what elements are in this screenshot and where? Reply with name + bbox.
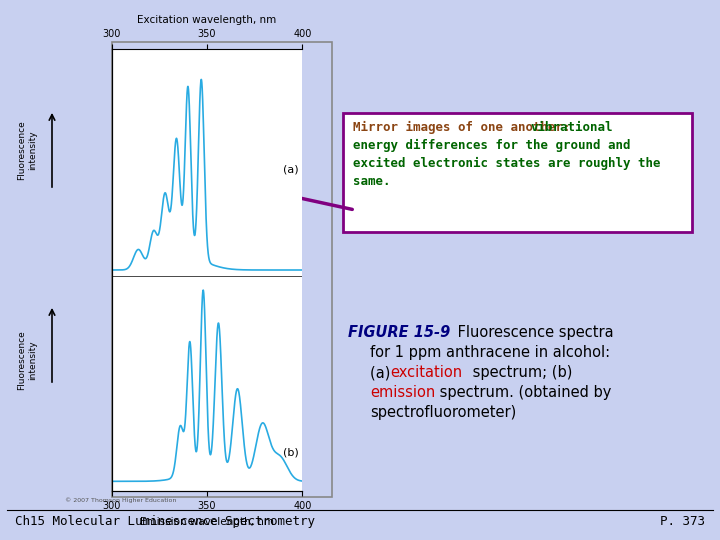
Text: (a): (a) bbox=[284, 165, 299, 174]
Text: spectrum; (b): spectrum; (b) bbox=[468, 365, 572, 380]
Text: excitation: excitation bbox=[390, 365, 462, 380]
X-axis label: Excitation wavelength, nm: Excitation wavelength, nm bbox=[138, 15, 276, 25]
Text: same.: same. bbox=[353, 175, 390, 188]
Text: Ch15 Molecular Luminescence Spectrometry: Ch15 Molecular Luminescence Spectrometry bbox=[15, 515, 315, 528]
Text: © 2007 Thomson Higher Education: © 2007 Thomson Higher Education bbox=[65, 497, 176, 503]
X-axis label: Emission wavelength, nm: Emission wavelength, nm bbox=[140, 517, 274, 526]
FancyBboxPatch shape bbox=[343, 113, 692, 232]
Text: FIGURE 15-9: FIGURE 15-9 bbox=[348, 325, 450, 340]
Text: energy differences for the ground and: energy differences for the ground and bbox=[353, 139, 631, 152]
Text: spectrofluorometer): spectrofluorometer) bbox=[370, 405, 516, 420]
Text: Mirror images of one another:: Mirror images of one another: bbox=[353, 121, 578, 134]
Text: for 1 ppm anthracene in alcohol:: for 1 ppm anthracene in alcohol: bbox=[370, 345, 610, 360]
Text: spectrum. (obtained by: spectrum. (obtained by bbox=[435, 385, 611, 400]
Text: Fluorescence spectra: Fluorescence spectra bbox=[453, 325, 613, 340]
Text: vibrational: vibrational bbox=[531, 121, 613, 134]
Text: (a): (a) bbox=[370, 365, 395, 380]
Text: (b): (b) bbox=[284, 448, 299, 458]
Text: Fluorescence
intensity: Fluorescence intensity bbox=[17, 120, 37, 180]
Text: Fluorescence
intensity: Fluorescence intensity bbox=[17, 330, 37, 390]
Text: excited electronic states are roughly the: excited electronic states are roughly th… bbox=[353, 157, 660, 170]
FancyBboxPatch shape bbox=[338, 315, 700, 484]
Text: emission: emission bbox=[370, 385, 436, 400]
Text: P. 373: P. 373 bbox=[660, 515, 705, 528]
